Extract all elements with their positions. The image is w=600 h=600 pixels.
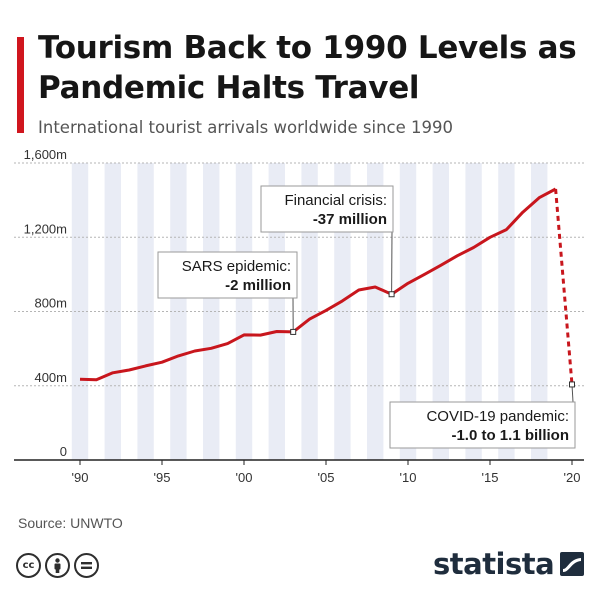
annotation-box xyxy=(389,401,576,449)
annotation-value: -37 million xyxy=(313,211,387,228)
x-tick-label: '20 xyxy=(564,470,581,485)
annotation-marker xyxy=(388,291,395,298)
series-line-projection xyxy=(554,188,574,385)
year-band xyxy=(137,163,154,460)
annotation-label: COVID-19 pandemic: xyxy=(426,408,569,425)
year-band xyxy=(301,163,318,460)
x-tick-label: '15 xyxy=(482,470,499,485)
chart-subtitle: International tourist arrivals worldwide… xyxy=(38,118,454,137)
year-band xyxy=(268,163,285,460)
no-derivatives-icon xyxy=(74,553,99,578)
chart-title: Tourism Back to 1990 Levels as Pandemic … xyxy=(38,30,577,106)
year-band xyxy=(432,163,449,460)
x-tick-label: '10 xyxy=(400,470,417,485)
annotation-label: Financial crisis: xyxy=(284,192,387,209)
title-accent-bar xyxy=(17,37,24,133)
annotation-value: -2 million xyxy=(225,277,291,294)
annotation-value: -1.0 to 1.1 billion xyxy=(451,427,569,444)
brand-name: statista xyxy=(433,547,555,581)
annotation-box xyxy=(260,185,394,233)
statista-mark-icon xyxy=(560,552,585,576)
series-line xyxy=(79,187,557,382)
y-tick-label: 800m xyxy=(34,296,67,311)
cc-icon: cc xyxy=(16,553,41,578)
annotation-marker xyxy=(290,328,297,335)
y-tick-label: 0 xyxy=(60,444,67,459)
line-chart: 0 400m 800m 1,200m 1,600m '90 '95 '00 '05 '10 '15 '… xyxy=(14,147,584,485)
annotation-box xyxy=(157,251,298,299)
x-tick-label: '95 xyxy=(154,470,171,485)
annotation-marker xyxy=(569,381,575,388)
y-tick-label: 400m xyxy=(34,370,67,385)
source-note: Source: UNWTO xyxy=(18,515,123,531)
x-tick-label: '00 xyxy=(236,470,253,485)
x-tick-label: '05 xyxy=(318,470,335,485)
x-tick-label: '90 xyxy=(72,470,89,485)
annotation-label: SARS epidemic: xyxy=(182,258,291,275)
year-band xyxy=(104,163,121,460)
statista-logo[interactable]: statista xyxy=(433,547,585,581)
year-band xyxy=(465,163,482,460)
y-tick-label: 1,600m xyxy=(24,147,67,162)
attribution-icon xyxy=(45,553,70,578)
license-icons: cc xyxy=(16,553,99,578)
y-tick-label: 1,200m xyxy=(24,221,67,236)
